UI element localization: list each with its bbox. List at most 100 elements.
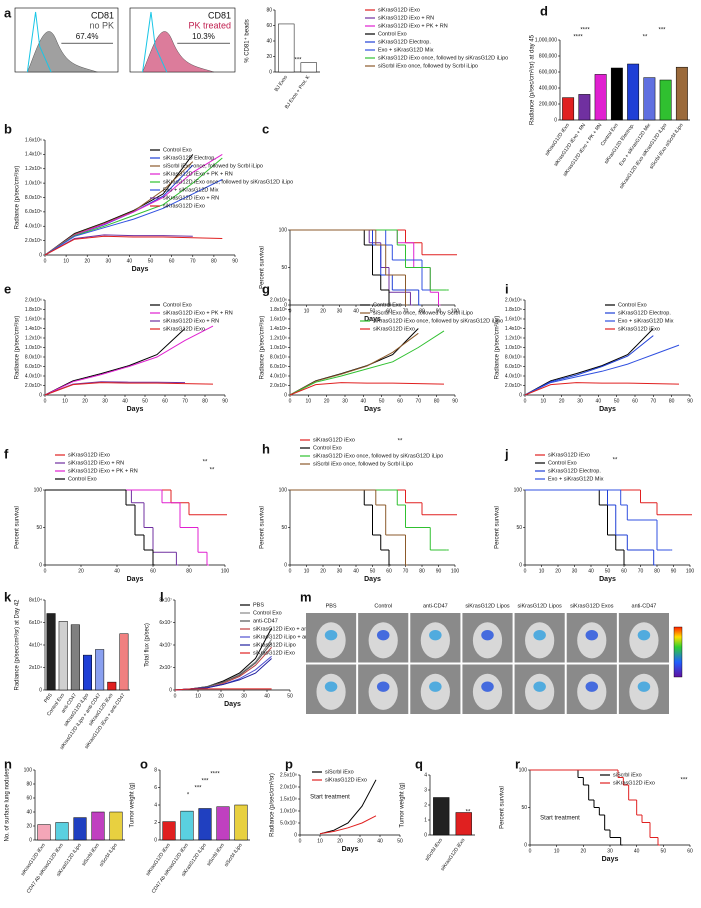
y-axis-label: Tumor weight (g) [130, 782, 136, 827]
x-tick-label: 90 [687, 398, 693, 404]
x-tick-label: 0 [529, 848, 532, 854]
bar [594, 74, 607, 121]
y-tick-label: 100 [24, 767, 33, 773]
legend-label: Exo + siKrasG12D Mix [378, 47, 434, 53]
y-tick-label: 1.2x10⁶ [25, 335, 42, 341]
x-tick-label: 20 [78, 568, 84, 574]
y-tick-label: 1.0x10⁶ [270, 345, 287, 351]
x-tick-label: 80 [669, 398, 675, 404]
x-tick-label: 60 [162, 398, 168, 404]
column-label: siKrasG12D Lipos [517, 603, 562, 609]
y-tick-label: 50 [281, 525, 287, 531]
y-tick-label: 0 [284, 392, 287, 398]
y-tick-label: 1.2x10⁶ [505, 335, 522, 341]
y-axis-label: Radiance (p/sec/cm²/sr) [495, 316, 501, 380]
legend-label: siKrasG12D iExo [618, 326, 660, 332]
histogram-control [26, 11, 52, 73]
signal [324, 630, 338, 641]
legend-label: siKrasG12D iExo + RN [378, 15, 434, 21]
y-tick-label: 0 [284, 302, 287, 308]
x-tick-label: 100 [686, 568, 695, 574]
signal [376, 681, 390, 692]
histogram-subtitle: no PK [89, 20, 114, 30]
signal [533, 630, 546, 641]
panel-letter: g [262, 281, 270, 296]
y-tick-label: 100 [514, 487, 523, 493]
series-line [174, 688, 272, 691]
y-tick-label: 2.0x10⁶ [25, 297, 42, 303]
bar [107, 681, 117, 691]
y-tick-label: 0 [39, 562, 42, 568]
y-tick-label: 4.0x10⁵ [270, 373, 287, 379]
annotation: **** [573, 35, 583, 41]
bar [180, 810, 194, 841]
legend-label: Control Exo [378, 31, 407, 37]
y-tick-label: 0 [519, 562, 522, 568]
y-tick-label: 2.0x10⁵ [25, 383, 42, 389]
annotation: *** [201, 779, 209, 785]
x-tick-label: 50 [614, 398, 620, 404]
x-tick-label: 80 [434, 398, 440, 404]
y-tick-label: 0 [554, 117, 557, 123]
x-tick-label: 100 [451, 568, 460, 574]
x-tick-label: 40 [361, 398, 367, 404]
series-line [289, 332, 419, 396]
x-tick-label: 10 [317, 838, 323, 844]
x-tick-label: 30 [572, 568, 578, 574]
y-tick-label: 1.4x10⁶ [270, 326, 287, 332]
x-tick-label: BJ Exos + Prot. K [284, 74, 312, 110]
x-tick-label: 70 [403, 308, 409, 314]
x-tick-label: 30 [357, 838, 363, 844]
legend-label: Control Exo [618, 302, 647, 308]
x-axis-label: Days [599, 406, 616, 413]
legend-label: siKrasG12D iExo + RN [163, 318, 219, 324]
x-tick-label: 40 [596, 398, 602, 404]
x-tick-label: 30 [577, 398, 583, 404]
y-tick-label: 0 [39, 687, 42, 693]
x-tick-label: 50 [605, 568, 611, 574]
y-tick-label: 6.0x10⁵ [270, 364, 287, 370]
x-tick-label: 20 [337, 838, 343, 844]
series-line [524, 328, 654, 396]
y-tick-label: 60 [266, 23, 272, 29]
y-tick-label: 400,000 [539, 85, 557, 91]
x-tick-label: 30 [337, 568, 343, 574]
x-axis-label: Days [364, 406, 381, 413]
x-tick-label: 40 [264, 693, 270, 699]
x-tick-label: 80 [211, 258, 217, 264]
x-tick-label: 40 [127, 258, 133, 264]
annotation: *** [658, 28, 666, 34]
y-tick-label: 2.0x10⁵ [270, 383, 287, 389]
panel-letter: i [505, 281, 509, 296]
panel-letter: o [140, 756, 148, 771]
legend-label: siScrbl iExo [613, 772, 642, 778]
legend-label: siKrasG12D iExo [373, 326, 415, 332]
x-tick-label: 40 [634, 848, 640, 854]
y-tick-label: 6.0x10⁵ [505, 364, 522, 370]
legend-label: Control Exo [68, 476, 97, 482]
y-tick-label: 1.6x10⁶ [25, 316, 42, 322]
signal [429, 681, 442, 692]
y-tick-label: 600,000 [539, 69, 557, 75]
y-tick-label: 8.0x10⁵ [25, 195, 42, 201]
x-tick-label: 20 [82, 398, 88, 404]
legend-label: Control Exo [548, 460, 577, 466]
x-tick-label: 40 [353, 568, 359, 574]
legend-label: siKrasG12D iLipo [253, 642, 296, 648]
x-tick-label: 0 [299, 838, 302, 844]
y-axis-label: % CD81⁺ beads [244, 19, 251, 63]
series-line [44, 235, 223, 256]
y-tick-label: 0 [169, 687, 172, 693]
bar [73, 817, 87, 841]
x-tick-label: 100 [221, 568, 230, 574]
x-tick-label: 70 [638, 568, 644, 574]
histogram-title: CD81 [91, 10, 114, 20]
legend-label: siKrasG12D iExo [313, 437, 355, 443]
x-axis-label: Days [127, 406, 144, 413]
x-tick-label: 0 [44, 398, 47, 404]
y-tick-label: 6 [154, 785, 157, 791]
y-tick-label: 0 [424, 832, 427, 838]
series-line [44, 382, 214, 396]
legend-label: siKrasG12D iExo [325, 777, 367, 783]
panel-letter: n [4, 756, 12, 771]
